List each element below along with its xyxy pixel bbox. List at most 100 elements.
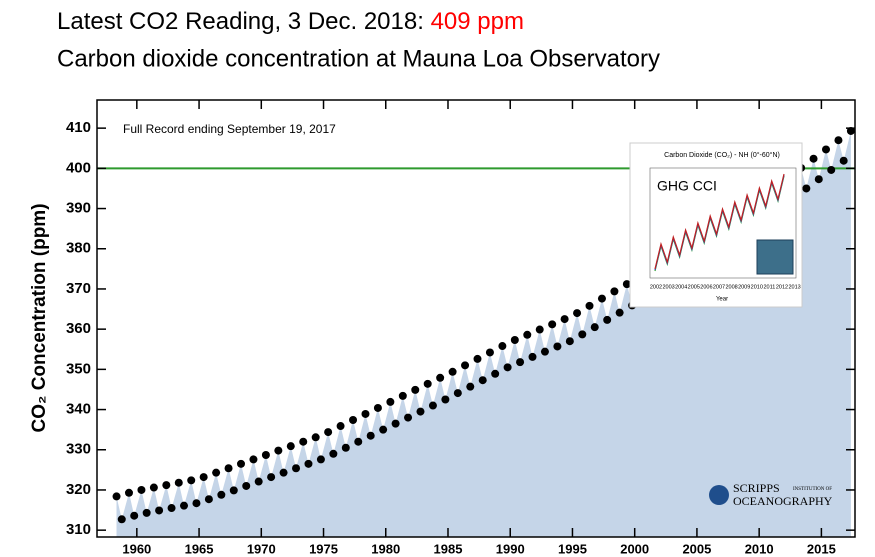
data-point	[237, 460, 245, 468]
annotation: Full Record ending September 19, 2017	[123, 122, 336, 136]
data-point	[441, 396, 449, 404]
data-point	[504, 363, 512, 371]
y-tick-label: 320	[66, 481, 91, 498]
data-point	[411, 386, 419, 394]
inset-x-tick-label: 2013	[788, 284, 800, 290]
data-point	[342, 444, 350, 452]
data-point	[548, 320, 556, 328]
data-point	[212, 469, 220, 477]
title: Latest CO2 Reading, 3 Dec. 2018: 409 ppm	[57, 8, 524, 35]
data-point	[287, 442, 295, 450]
inset-globe	[757, 240, 793, 274]
y-tick-label: 330	[66, 441, 91, 458]
inset-x-tick-label: 2008	[725, 284, 737, 290]
x-tick-label: 2000	[620, 541, 649, 556]
data-point	[262, 451, 270, 459]
data-point	[473, 355, 481, 363]
subtitle: Carbon dioxide concentration at Mauna Lo…	[57, 45, 660, 72]
data-point	[255, 478, 263, 486]
data-point	[486, 348, 494, 356]
x-tick-label: 2015	[807, 541, 836, 556]
data-point	[205, 495, 213, 503]
data-point	[299, 438, 307, 446]
data-point	[573, 309, 581, 317]
data-point	[304, 460, 312, 468]
data-point	[374, 404, 382, 412]
data-point	[429, 402, 437, 410]
y-tick-label: 400	[66, 159, 91, 176]
y-tick-label: 390	[66, 200, 91, 217]
x-tick-label: 1990	[496, 541, 525, 556]
inset-x-tick-label: 2005	[688, 284, 700, 290]
data-point	[329, 450, 337, 458]
data-point	[840, 157, 848, 165]
data-point	[598, 295, 606, 303]
data-point	[529, 353, 537, 361]
data-point	[802, 184, 810, 192]
data-point	[479, 376, 487, 384]
y-tick-label: 370	[66, 280, 91, 297]
data-point	[536, 326, 544, 334]
data-point	[249, 455, 257, 463]
data-point	[192, 499, 200, 507]
data-point	[815, 175, 823, 183]
data-point	[125, 489, 133, 497]
data-point	[516, 358, 524, 366]
data-point	[349, 416, 357, 424]
data-point	[150, 484, 158, 492]
data-point	[454, 389, 462, 397]
x-tick-label: 2005	[682, 541, 711, 556]
y-tick-label: 350	[66, 360, 91, 377]
data-point	[591, 323, 599, 331]
data-point	[200, 473, 208, 481]
y-axis-label: CO₂ Concentration (ppm)	[29, 203, 50, 432]
inset-x-tick-label: 2003	[662, 284, 674, 290]
x-tick-label: 1980	[371, 541, 400, 556]
data-point	[379, 426, 387, 434]
inset-x-tick-label: 2010	[751, 284, 763, 290]
data-point	[616, 309, 624, 317]
data-point	[461, 361, 469, 369]
data-point	[113, 492, 121, 500]
data-point	[834, 136, 842, 144]
data-point	[217, 491, 225, 499]
data-point	[367, 432, 375, 440]
data-point	[242, 482, 250, 490]
data-point	[827, 166, 835, 174]
data-point	[180, 502, 188, 510]
x-tick-label: 1970	[247, 541, 276, 556]
x-tick-label: 1965	[185, 541, 214, 556]
data-point	[810, 155, 818, 163]
data-point	[392, 420, 400, 428]
data-point	[578, 330, 586, 338]
inset-label: GHG CCI	[657, 178, 717, 194]
data-point	[553, 342, 561, 350]
data-point	[312, 433, 320, 441]
data-point	[603, 316, 611, 324]
inset-x-tick-label: 2012	[776, 284, 788, 290]
inset: Carbon Dioxide (CO₂) - NH (0°-60°N)GHG C…	[630, 143, 802, 307]
data-point	[386, 398, 394, 406]
inset-x-tick-label: 2009	[738, 284, 750, 290]
y-tick-label: 360	[66, 320, 91, 337]
y-tick-label: 410	[66, 119, 91, 136]
data-point	[168, 504, 176, 512]
logo-icon	[709, 485, 729, 505]
data-point	[416, 408, 424, 416]
data-point	[822, 145, 830, 153]
data-point	[155, 506, 163, 514]
data-point	[511, 336, 519, 344]
data-point	[498, 342, 506, 350]
page: Latest CO2 Reading, 3 Dec. 2018: 409 ppm…	[0, 0, 875, 557]
data-point	[175, 479, 183, 487]
x-tick-label: 1995	[558, 541, 587, 556]
data-point	[317, 455, 325, 463]
data-point	[399, 392, 407, 400]
x-tick-label: 1985	[434, 541, 463, 556]
data-point	[361, 410, 369, 418]
y-tick-label: 310	[66, 521, 91, 538]
data-point	[292, 464, 300, 472]
data-point	[274, 447, 282, 455]
data-point	[130, 512, 138, 520]
inset-x-tick-label: 2002	[650, 284, 662, 290]
